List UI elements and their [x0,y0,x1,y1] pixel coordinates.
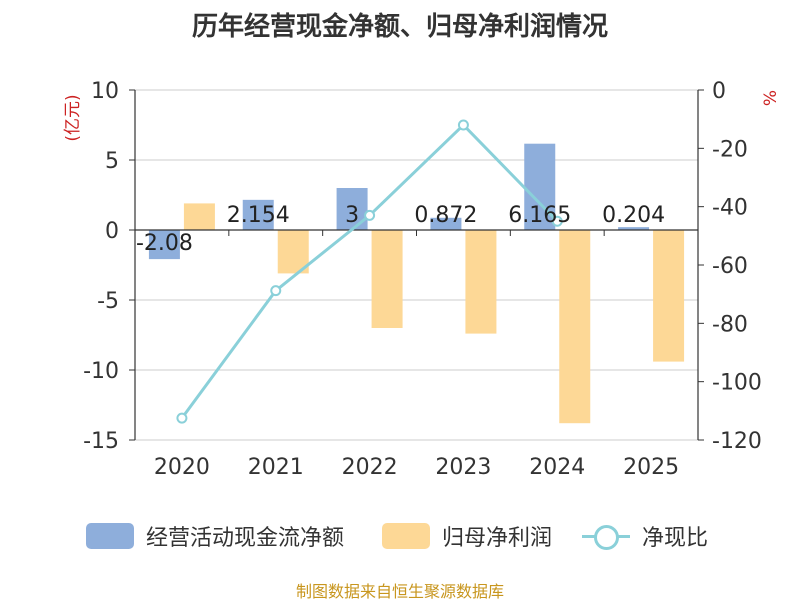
legend-label-net-profit: 归母净利润 [442,526,553,551]
line-point [270,285,282,297]
legend-label-ratio: 净现比 [642,526,709,551]
bar-net-profit [277,230,309,274]
legend-line-marker-icon [582,523,630,550]
bar-net-profit [653,230,685,362]
line-point [176,412,188,424]
left-tick-label: 0 [105,219,119,244]
category-label: 2024 [529,455,585,480]
data-label-cashflow: -2.08 [136,231,193,256]
right-tick-label: -20 [712,137,748,162]
data-label-cashflow: 2.154 [227,203,290,228]
category-label: 2023 [435,455,491,480]
line-point [457,119,469,131]
legend-label-cashflow: 经营活动现金流净额 [146,526,345,551]
right-tick-label: -60 [712,254,748,279]
left-tick-label: -10 [83,359,119,384]
line-point [364,209,376,221]
category-label: 2022 [342,455,398,480]
data-label-cashflow: 0.872 [414,203,477,228]
bar-net-profit [183,203,215,230]
source-note: 制图数据来自恒生聚源数据库 [295,582,504,601]
bar-net-profit [371,230,403,328]
data-label-cashflow: 3 [345,203,359,228]
line-point [551,215,563,227]
right-tick-label: -120 [712,429,762,454]
bar-net-profit [465,230,497,334]
left-tick-label: -5 [97,289,119,314]
category-label: 2025 [623,455,679,480]
bar-net-profit [559,230,591,424]
bar-cashflow [430,217,462,230]
right-tick-label: -100 [712,371,762,396]
legend-swatch-cashflow [86,523,134,549]
left-tick-label: 5 [105,149,119,174]
line-ratio [180,122,559,420]
category-label: 2020 [154,455,210,480]
data-label-cashflow: 0.204 [602,203,665,228]
right-tick-label: 0 [712,79,726,104]
right-axis-unit: % [761,90,781,106]
legend: 经营活动现金流净额 归母净利润 净现比 [0,516,800,556]
left-axis-unit: (亿元) [63,94,83,141]
chart-title: 历年经营现金净额、归母净利润情况 [191,12,608,42]
bar-cashflow [148,230,180,260]
left-tick-label: -15 [83,429,119,454]
left-tick-label: 10 [91,79,119,104]
bar-cashflow [618,227,650,230]
legend-item-ratio[interactable]: 净现比 [582,516,708,556]
right-tick-label: -80 [712,312,748,337]
legend-swatch-net-profit [382,523,430,549]
bar-cashflow [242,199,274,230]
legend-item-cashflow[interactable]: 经营活动现金流净额 [86,516,344,556]
data-label-cashflow: 6.165 [508,203,571,228]
legend-item-net-profit[interactable]: 归母净利润 [382,516,552,556]
right-tick-label: -40 [712,196,748,221]
category-label: 2021 [248,455,304,480]
